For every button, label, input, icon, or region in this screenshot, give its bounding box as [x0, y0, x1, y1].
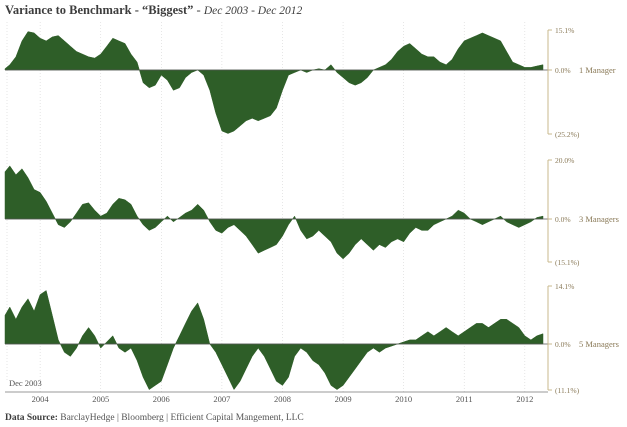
y-tick-label-1-zero: 0.0%: [555, 66, 571, 75]
title-separator: -: [193, 3, 204, 17]
x-tick-2012: 2012: [516, 394, 533, 404]
source-text: BarclayHedge | Bloomberg | Efficient Cap…: [60, 413, 304, 423]
series-label-2: 3 Managers: [579, 214, 619, 224]
series-label-1: 1 Manager: [579, 65, 616, 75]
x-tick-2009: 2009: [335, 394, 352, 404]
x-tick-2011: 2011: [456, 394, 473, 404]
y-tick-label-1-bottom: (25.2%): [555, 130, 580, 139]
x-tick-2004: 2004: [32, 394, 50, 404]
x-axis: 2004 2005 2006 2007 2008 2009 2010 2011 2012 Dec …: [5, 378, 548, 404]
y-tick-label-3-zero: 0.0%: [555, 340, 571, 349]
series-area-3: [4, 290, 544, 391]
y-tick-label-3-bottom: (11.1%): [555, 386, 580, 395]
title-main: Variance to Benchmark - “Biggest”: [5, 3, 194, 17]
y-tick-label-1-top: 15.1%: [555, 26, 574, 35]
series-label-3: 5 Managers: [579, 339, 619, 349]
series-area-1: [4, 31, 544, 134]
title-date-range: Dec 2003 - Dec 2012: [203, 5, 303, 17]
x-tick-2010: 2010: [395, 394, 412, 404]
source-label: Data Source:: [5, 413, 58, 423]
x-tick-2006: 2006: [153, 394, 170, 404]
chart-title: Variance to Benchmark - “Biggest” - Dec …: [5, 3, 302, 18]
data-source-note: Data Source: BarclayHedge | Bloomberg | …: [5, 413, 304, 423]
y-tick-label-2-bottom: (15.1%): [555, 258, 580, 267]
x-tick-2005: 2005: [92, 394, 109, 404]
y-tick-label-2-top: 20.0%: [555, 156, 574, 165]
x-start-label: Dec 2003: [9, 378, 42, 388]
x-tick-2008: 2008: [274, 394, 291, 404]
y-tick-label-3-top: 14.1%: [555, 282, 574, 291]
y-tick-label-2-zero: 0.0%: [555, 215, 571, 224]
x-tick-2007: 2007: [213, 394, 230, 404]
series-area-2: [4, 165, 544, 260]
axes: 15.1% 0.0% (25.2%) 1 Manager 20.0% 0.0% (15.1%…: [5, 26, 619, 395]
series-areas: [4, 31, 544, 391]
